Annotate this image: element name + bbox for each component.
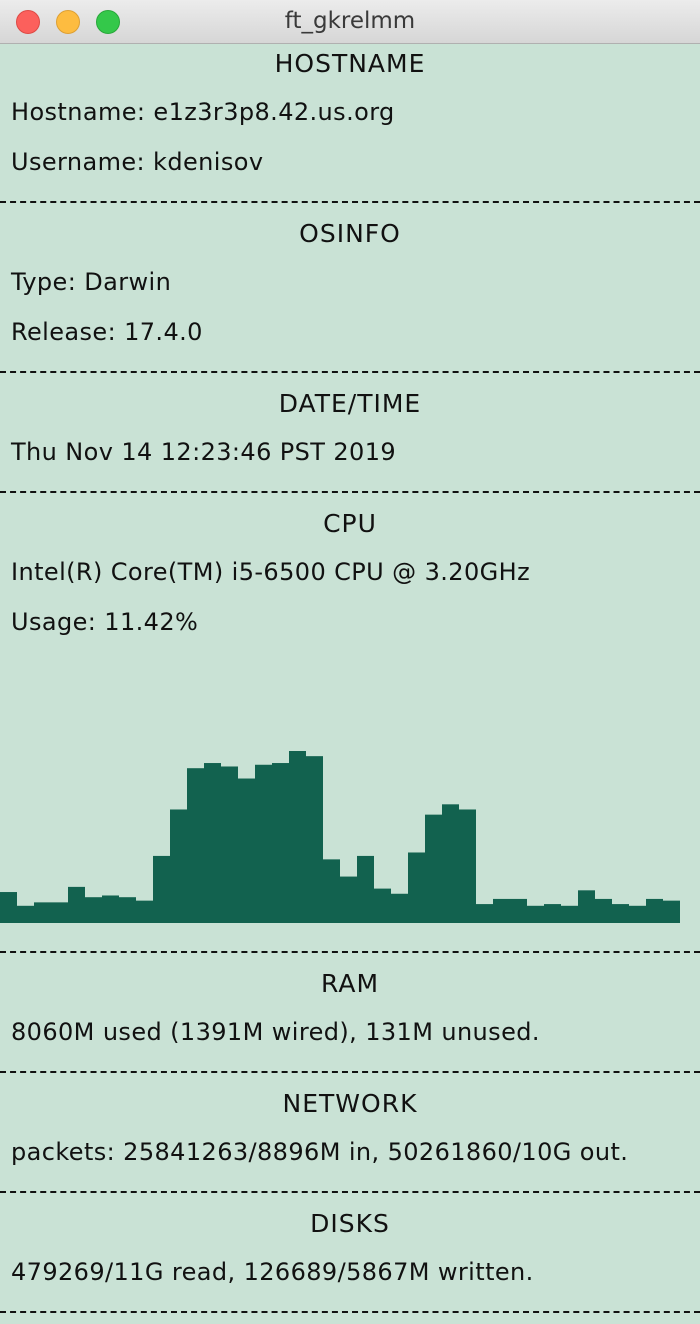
cpu-history-bar: [612, 904, 629, 923]
cpu-history-bar: [340, 876, 357, 923]
cpu-model-value: Intel(R) Core(TM) i5-6500 CPU @ 3.20GHz: [11, 558, 531, 586]
cpu-history-bar: [204, 763, 221, 923]
cpu-usage-value: Usage: 11.42%: [11, 608, 199, 636]
cpu-history-bar: [0, 892, 17, 923]
cpu-history-bar: [51, 902, 68, 923]
cpu-history-bar: [306, 756, 323, 923]
disks-value: 479269/11G read, 126689/5867M written.: [11, 1258, 534, 1286]
cpu-history-bar: [374, 888, 391, 923]
network-value: packets: 25841263/8896M in, 50261860/10G…: [11, 1138, 629, 1166]
cpu-history-bar: [255, 764, 272, 923]
ram-value: 8060M used (1391M wired), 131M unused.: [11, 1018, 540, 1046]
section-divider: [0, 1311, 700, 1313]
section-divider: [0, 371, 700, 373]
os-type-value: Type: Darwin: [11, 268, 172, 296]
cpu-history-bar: [510, 898, 527, 923]
section-divider: [0, 1071, 700, 1073]
osinfo-heading: OSINFO: [299, 219, 401, 248]
close-window-button[interactable]: [16, 10, 40, 34]
hostname-heading: HOSTNAME: [274, 49, 426, 78]
cpu-history-bar: [425, 814, 442, 923]
section-divider: [0, 951, 700, 953]
cpu-history-bar: [272, 763, 289, 923]
section-divider: [0, 1191, 700, 1193]
cpu-heading: CPU: [323, 509, 377, 538]
cpu-history-bar: [221, 766, 238, 923]
hostname-value: Hostname: e1z3r3p8.42.us.org: [11, 98, 395, 126]
cpu-history-bar: [289, 751, 306, 923]
cpu-usage-graph: [0, 751, 680, 923]
cpu-history-bar: [629, 905, 646, 923]
cpu-history-bar: [68, 886, 85, 923]
window-title: ft_gkrelmm: [284, 8, 416, 34]
cpu-history-bar: [136, 900, 153, 923]
cpu-history-bar: [578, 890, 595, 923]
minimize-window-button[interactable]: [56, 10, 80, 34]
cpu-history-bar: [544, 904, 561, 923]
cpu-history-bar: [17, 905, 34, 923]
cpu-history-bar: [34, 902, 51, 923]
section-divider: [0, 491, 700, 493]
username-value: Username: kdenisov: [11, 148, 264, 176]
cpu-history-bar: [391, 893, 408, 923]
os-release-value: Release: 17.4.0: [11, 318, 203, 346]
cpu-history-bar: [663, 900, 680, 923]
cpu-history-bar: [187, 768, 204, 923]
cpu-history-bar: [646, 898, 663, 923]
datetime-value: Thu Nov 14 12:23:46 PST 2019: [11, 438, 397, 466]
cpu-history-bar: [238, 778, 255, 923]
cpu-history-bar: [493, 898, 510, 923]
cpu-history-bar: [170, 809, 187, 923]
cpu-history-bar: [595, 898, 612, 923]
cpu-history-bar: [459, 809, 476, 923]
cpu-history-bar: [442, 804, 459, 923]
cpu-history-bar: [85, 897, 102, 923]
cpu-history-bar: [561, 905, 578, 923]
datetime-heading: DATE/TIME: [278, 389, 422, 418]
cpu-history-bar: [102, 895, 119, 923]
ram-heading: RAM: [320, 969, 380, 998]
cpu-history-bar: [119, 897, 136, 923]
cpu-history-bar: [357, 855, 374, 923]
network-heading: NETWORK: [282, 1089, 418, 1118]
disks-heading: DISKS: [310, 1209, 390, 1238]
cpu-history-bar: [408, 852, 425, 923]
cpu-history-bar: [476, 904, 493, 923]
cpu-history-bar: [527, 905, 544, 923]
title-bar: ft_gkrelmm: [0, 0, 700, 44]
section-divider: [0, 201, 700, 203]
cpu-history-bar: [323, 859, 340, 923]
cpu-history-bar: [153, 855, 170, 923]
zoom-window-button[interactable]: [96, 10, 120, 34]
